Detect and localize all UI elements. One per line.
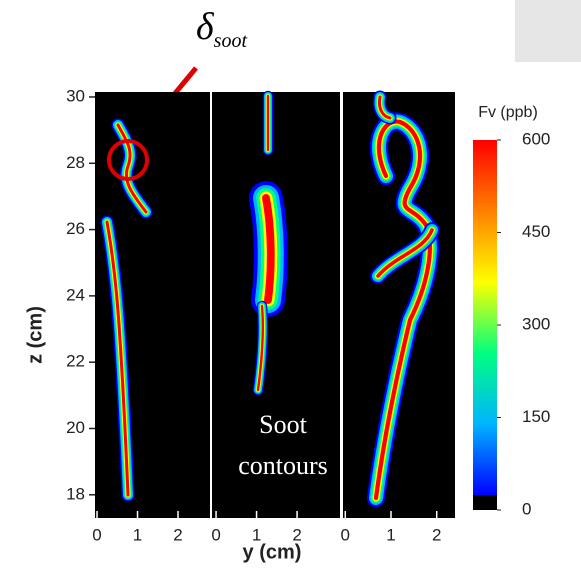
colorbar-tick-label: 0 [522,499,531,518]
colorbar [473,140,497,510]
annotation: δsoot [196,6,247,52]
y-tick-label: 18 [66,484,85,503]
x-tick-label: 0 [92,525,101,544]
x-tick-label: 2 [292,525,301,544]
panel-background [343,92,455,518]
x-axis-label: y (cm) [243,541,302,563]
overlay-text: contours [238,451,328,480]
colorbar-tick-label: 450 [522,222,550,241]
y-tick-label: 24 [66,285,85,304]
x-tick-label: 2 [432,525,441,544]
corner-box [515,0,581,62]
y-tick-label: 28 [66,153,85,172]
y-tick-label: 20 [66,418,85,437]
overlay-text: Soot [259,410,307,439]
colorbar-tick-label: 300 [522,314,550,333]
x-tick-label: 0 [341,525,350,544]
annotation-subscript: soot [214,30,248,52]
x-tick-label: 1 [133,525,142,544]
y-tick-label: 30 [66,86,85,105]
x-tick-label: 1 [252,525,261,544]
colorbar-tick-label: 150 [522,407,550,426]
y-axis-label: z (cm) [24,306,46,364]
colorbar-tick-label: 600 [522,129,550,148]
x-tick-label: 0 [211,525,220,544]
y-tick-label: 26 [66,219,85,238]
x-tick-label: 1 [386,525,395,544]
y-tick-label: 22 [66,352,85,371]
annotation-symbol: δ [196,6,215,48]
x-tick-label: 2 [173,525,182,544]
annotation-circle [107,139,149,181]
colorbar-title: Fv (ppb) [478,104,538,121]
